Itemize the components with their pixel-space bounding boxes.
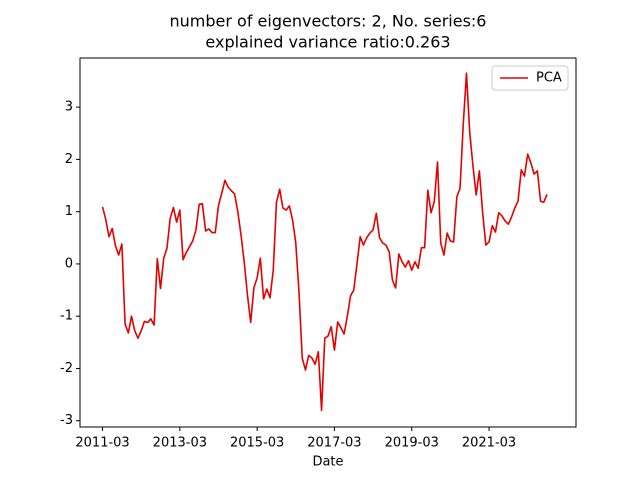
legend-box [491,65,569,91]
x-tick-label: 2017-03 [307,436,361,451]
x-axis-label: Date [312,455,343,470]
x-tick-label: 2013-03 [153,436,207,451]
chart-title: explained variance ratio:0.263 [205,33,450,52]
x-tick-label: 2015-03 [230,436,284,451]
data-line [101,72,548,412]
x-tick-label: 2011-03 [75,436,129,451]
plot-frame [79,57,577,428]
x-tick-label: 2021-03 [462,436,516,451]
y-tick-label: 0 [65,256,73,271]
y-tick-label: 3 [65,100,73,115]
y-tick-label: 2 [65,152,73,167]
y-tick-label: 1 [65,204,73,219]
y-tick-label: -1 [60,309,73,324]
x-tick-label: 2019-03 [385,436,439,451]
y-tick-label: -3 [60,413,73,428]
legend-label: PCA [536,71,562,86]
y-tick-label: -2 [60,361,73,376]
chart-title: number of eigenvectors: 2, No. series:6 [170,12,487,31]
